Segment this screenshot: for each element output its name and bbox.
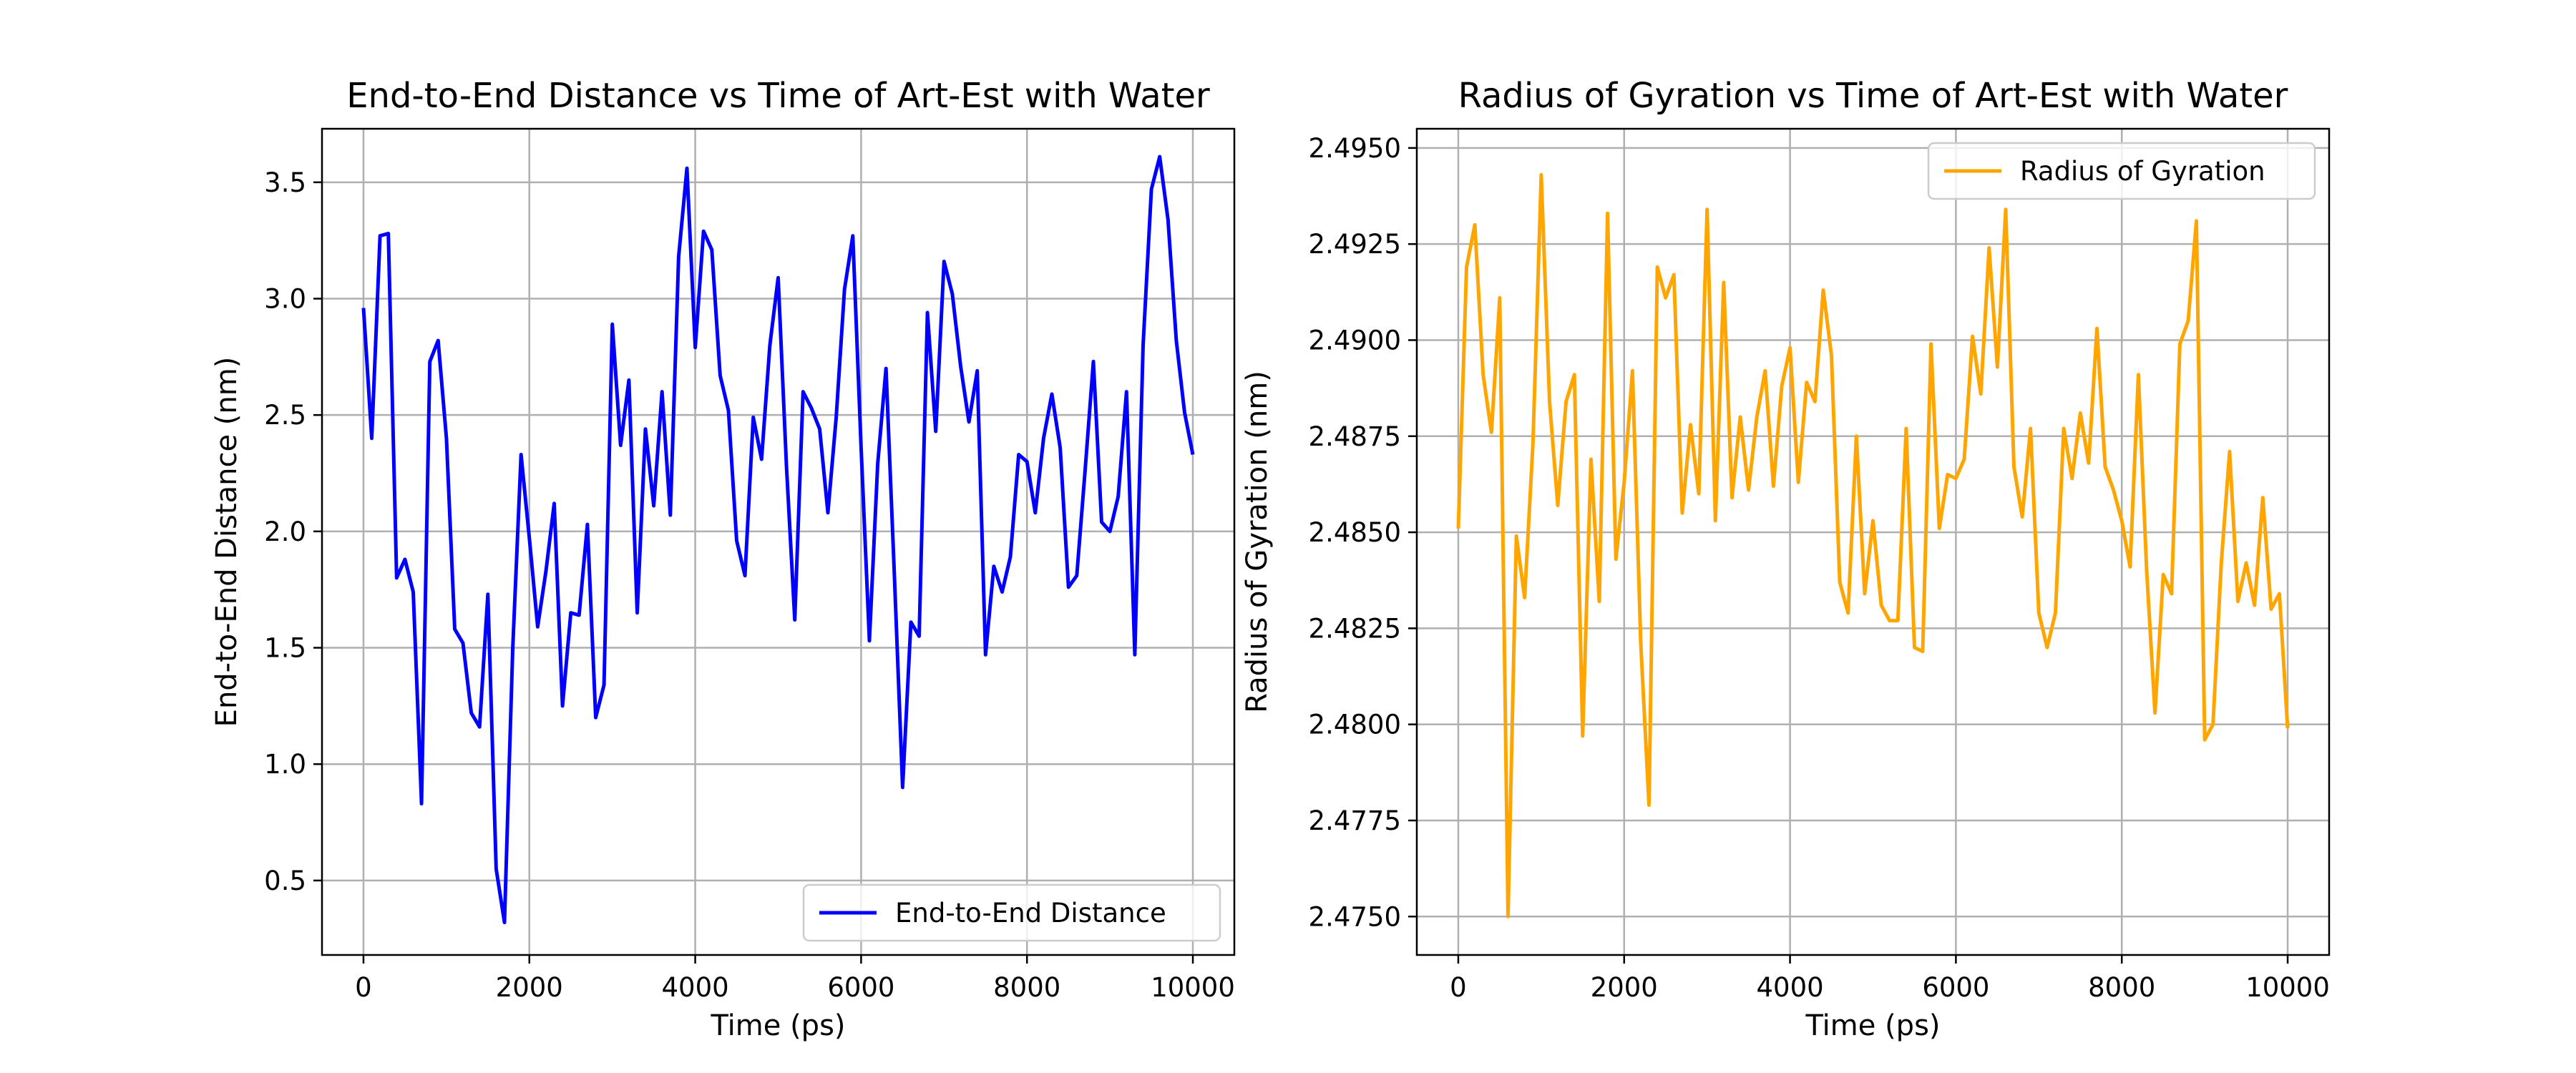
x-tick-label: 2000: [496, 972, 563, 1003]
y-tick-label: 2.4850: [1309, 517, 1401, 548]
y-tick-label: 2.4950: [1309, 133, 1401, 164]
end-to-end-distance-chart: End-to-End Distance vs Time of Art-Est w…: [210, 76, 1236, 1042]
y-tick-label: 2.4750: [1309, 901, 1401, 932]
legend: End-to-End Distance: [802, 883, 1221, 942]
y-tick-label: 1.5: [264, 633, 306, 664]
y-axis-label: Radius of Gyration (nm): [1241, 371, 1274, 713]
x-tick-label: 4000: [1757, 972, 1824, 1003]
plot-frame: [321, 127, 1236, 956]
ticks: 0 2000 4000 6000 8000 10000 2.4750 2.4775 2.4800…: [1309, 133, 2330, 1003]
y-tick-label: 3.5: [264, 167, 306, 198]
y-tick-label: 2.4775: [1309, 805, 1401, 836]
x-tick-label: 10000: [2245, 972, 2330, 1003]
legend: Radius of Gyration: [1927, 142, 2316, 200]
x-axis-label: Time (ps): [710, 1009, 845, 1042]
y-tick-label: 2.4900: [1309, 325, 1401, 356]
plot-frame: [1415, 127, 2331, 956]
y-tick-label: 2.4925: [1309, 229, 1401, 260]
ticks: 0 2000 4000 6000 8000 10000 0.5 1.0 1.5 2.0 2.5 3.0…: [264, 167, 1235, 1003]
x-tick-label: 6000: [827, 972, 894, 1003]
x-tick-label: 2000: [1591, 972, 1658, 1003]
legend-label: End-to-End Distance: [895, 898, 1166, 929]
y-tick-label: 2.4800: [1309, 710, 1401, 740]
x-tick-label: 4000: [662, 972, 729, 1003]
legend-label: Radius of Gyration: [2020, 156, 2265, 187]
y-tick-label: 2.4825: [1309, 613, 1401, 644]
y-tick-label: 3.0: [264, 284, 306, 315]
legend-box: [1927, 142, 2316, 200]
y-tick-label: 2.0: [264, 516, 306, 547]
x-tick-label: 10000: [1151, 972, 1235, 1003]
x-tick-label: 0: [1450, 972, 1467, 1003]
y-tick-label: 2.5: [264, 400, 306, 431]
legend-box: [802, 883, 1221, 942]
x-tick-label: 8000: [993, 972, 1060, 1003]
x-axis-label: Time (ps): [1805, 1009, 1940, 1042]
x-tick-label: 8000: [2088, 972, 2155, 1003]
radius-of-gyration-chart: Radius of Gyration vs Time of Art-Est wi…: [1241, 76, 2331, 1042]
y-tick-label: 2.4875: [1309, 421, 1401, 452]
chart-title: Radius of Gyration vs Time of Art-Est wi…: [1458, 76, 2288, 116]
chart-title: End-to-End Distance vs Time of Art-Est w…: [346, 76, 1210, 116]
series-line: [361, 155, 1195, 924]
series-line: [1456, 173, 2290, 918]
gridlines: [322, 129, 1234, 955]
x-tick-label: 0: [355, 972, 372, 1003]
y-tick-label: 1.0: [264, 749, 306, 780]
x-tick-label: 6000: [1922, 972, 1989, 1003]
y-tick-label: 0.5: [264, 866, 306, 896]
gridlines: [1417, 129, 2329, 955]
y-axis-label: End-to-End Distance (nm): [210, 357, 243, 727]
